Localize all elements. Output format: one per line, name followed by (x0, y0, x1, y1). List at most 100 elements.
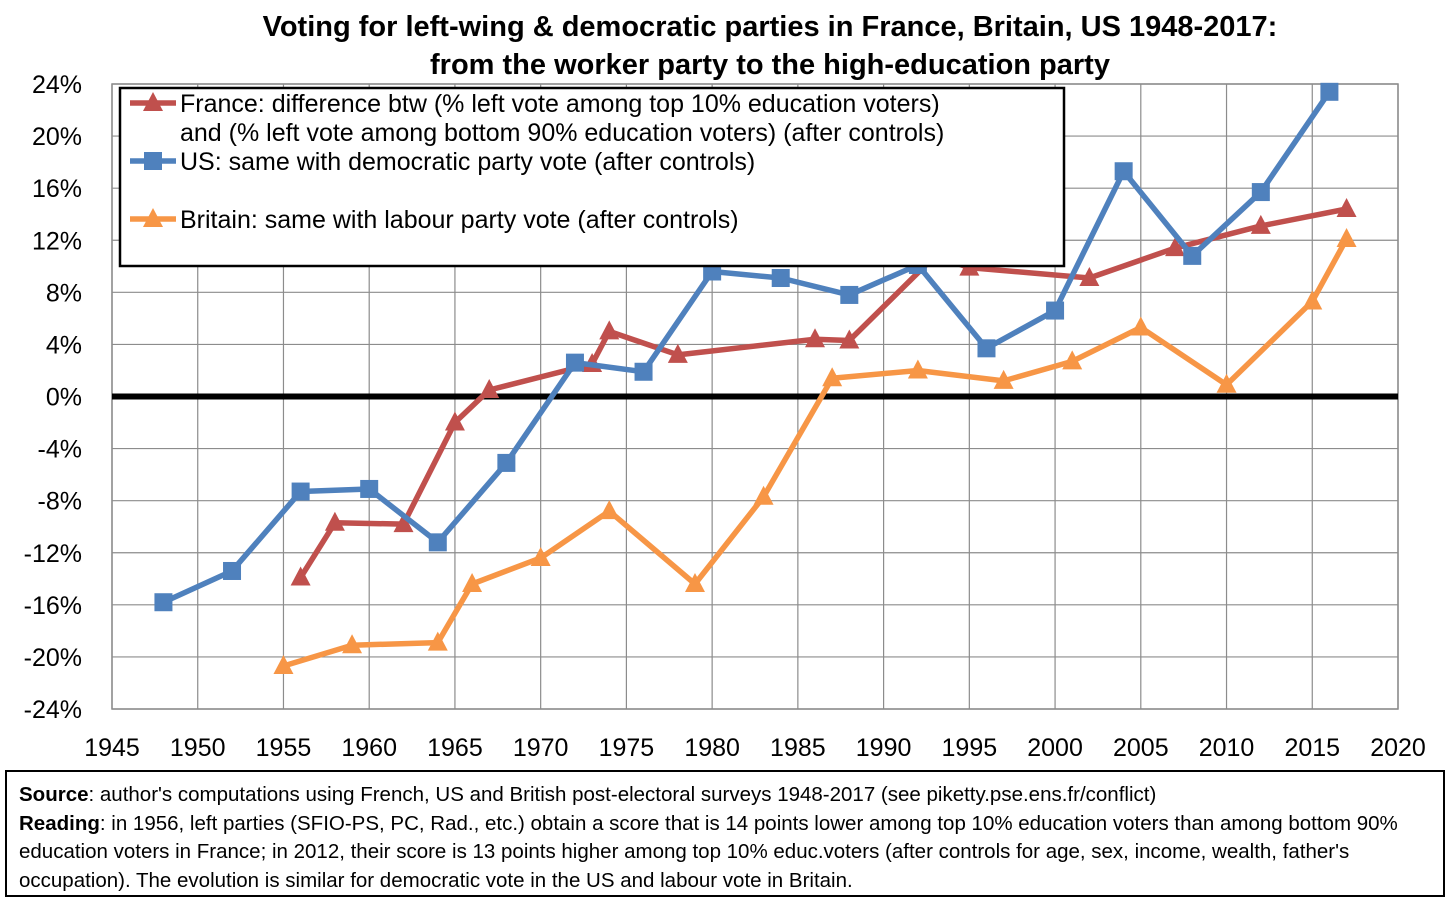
legend-swatch-marker-us (144, 152, 162, 170)
data-point-britain (684, 573, 705, 592)
legend-box (118, 86, 1066, 268)
y-tick-label: -20% (24, 644, 82, 672)
reading-label: Reading (19, 811, 100, 835)
legend-label-us: US: same with democratic party vote (aft… (180, 148, 755, 176)
data-point-france (444, 411, 465, 431)
line-chart: 24% 20% 16% 12% 8% 4% 0% -4% -8% -12% -16% -20% -24%… (24, 71, 1426, 762)
data-point-france (324, 511, 345, 531)
x-tick-label: 2005 (1113, 734, 1169, 762)
series-line-france (298, 206, 1348, 579)
series-britain (273, 227, 1357, 675)
y-tick-label: 4% (46, 331, 82, 359)
data-point-france (1336, 198, 1357, 217)
x-tick-label: 1970 (513, 734, 569, 762)
data-point-france (290, 566, 311, 586)
data-point-britain (273, 655, 294, 675)
series-line-britain (282, 237, 1349, 669)
x-tick-label: 1965 (427, 734, 483, 762)
y-tick-label: 20% (32, 123, 82, 151)
legend-label-france-line2: and (% left vote among bottom 90% educat… (180, 119, 944, 147)
data-point-britain (342, 634, 363, 654)
data-point-us (291, 482, 310, 501)
data-point-britain (530, 546, 551, 566)
data-point-france (393, 513, 414, 533)
chart-title: Voting for left-wing & democratic partie… (262, 11, 1278, 43)
y-tick-label: -12% (24, 540, 82, 568)
data-point-us (634, 362, 653, 381)
data-point-us (223, 561, 242, 580)
data-point-us (360, 479, 379, 498)
legend: France: difference btw (% left vote amon… (118, 86, 1066, 268)
data-point-britain (993, 369, 1014, 389)
y-tick-label: 12% (32, 227, 82, 255)
data-point-france (1250, 214, 1271, 234)
x-tick-label: 1980 (684, 734, 740, 762)
y-tick-label: -8% (38, 488, 82, 516)
x-tick-label: 1945 (84, 734, 140, 762)
y-tick-label: -4% (38, 436, 82, 464)
data-point-britain (1130, 316, 1151, 336)
data-point-france (599, 320, 620, 340)
legend-label-britain: Britain: same with labour party vote (af… (180, 206, 739, 234)
x-tick-label: 1955 (256, 734, 312, 762)
data-point-britain (1336, 227, 1357, 247)
data-point-france (667, 343, 688, 363)
x-tick-label: 2000 (1027, 734, 1083, 762)
data-point-britain (753, 485, 774, 505)
reading-line: Reading: in 1956, left parties (SFIO-PS,… (19, 810, 1431, 896)
data-point-us (1114, 162, 1133, 181)
data-point-us (771, 269, 790, 288)
data-point-france (1165, 237, 1186, 257)
x-tick-label: 1960 (341, 734, 397, 762)
data-point-britain (427, 631, 448, 651)
data-point-france (1079, 267, 1100, 287)
data-point-britain (1062, 350, 1083, 370)
source-line: Source: author's computations using Fren… (19, 781, 1431, 810)
x-tick-label: 2020 (1370, 734, 1426, 762)
data-point-britain (1216, 373, 1237, 393)
source-text: : author's computations using French, US… (88, 783, 1157, 806)
chart-subtitle: from the worker party to the high-educat… (430, 49, 1110, 81)
source-note-box: Source: author's computations using Fren… (5, 770, 1445, 897)
y-tick-label: -24% (24, 696, 82, 724)
data-point-france (479, 378, 500, 398)
data-point-us (1046, 301, 1065, 320)
x-tick-label: 1995 (942, 734, 998, 762)
data-point-us (565, 353, 584, 372)
y-tick-label: 0% (46, 384, 82, 412)
chart-title-block: Voting for left-wing & democratic partie… (0, 8, 1456, 84)
y-tick-label: 8% (46, 279, 82, 307)
x-tick-label: 2010 (1199, 734, 1255, 762)
data-point-france (839, 329, 860, 349)
data-point-britain (1302, 290, 1323, 310)
data-point-us (1183, 246, 1202, 265)
source-label: Source (19, 783, 89, 806)
data-point-britain (599, 500, 620, 520)
data-point-us (1251, 183, 1270, 202)
data-point-britain (462, 573, 483, 592)
x-tick-label: 2015 (1284, 734, 1340, 762)
data-point-france (805, 328, 826, 348)
data-point-us (497, 453, 516, 472)
legend-swatch-marker-france (143, 92, 163, 111)
data-point-britain (907, 359, 928, 379)
legend-label-france: France: difference btw (% left vote amon… (180, 90, 940, 118)
legend-swatch-marker-britain (143, 208, 163, 227)
data-point-us (154, 593, 173, 612)
x-tick-label: 1950 (170, 734, 226, 762)
x-tick-label: 1990 (856, 734, 912, 762)
y-tick-label: 24% (32, 71, 82, 99)
reading-text: : in 1956, left parties (SFIO-PS, PC, Ra… (19, 811, 1398, 892)
series-us (154, 82, 1339, 612)
data-point-britain (822, 367, 843, 387)
data-point-us (1320, 82, 1339, 101)
data-point-us (428, 533, 447, 552)
x-tick-label: 1985 (770, 734, 826, 762)
data-point-us (977, 339, 996, 358)
data-point-us (840, 285, 859, 304)
series-france (290, 198, 1357, 586)
y-tick-label: 16% (32, 175, 82, 203)
series-line-us (162, 90, 1332, 605)
y-tick-label: -16% (24, 592, 82, 620)
x-tick-label: 1975 (599, 734, 655, 762)
